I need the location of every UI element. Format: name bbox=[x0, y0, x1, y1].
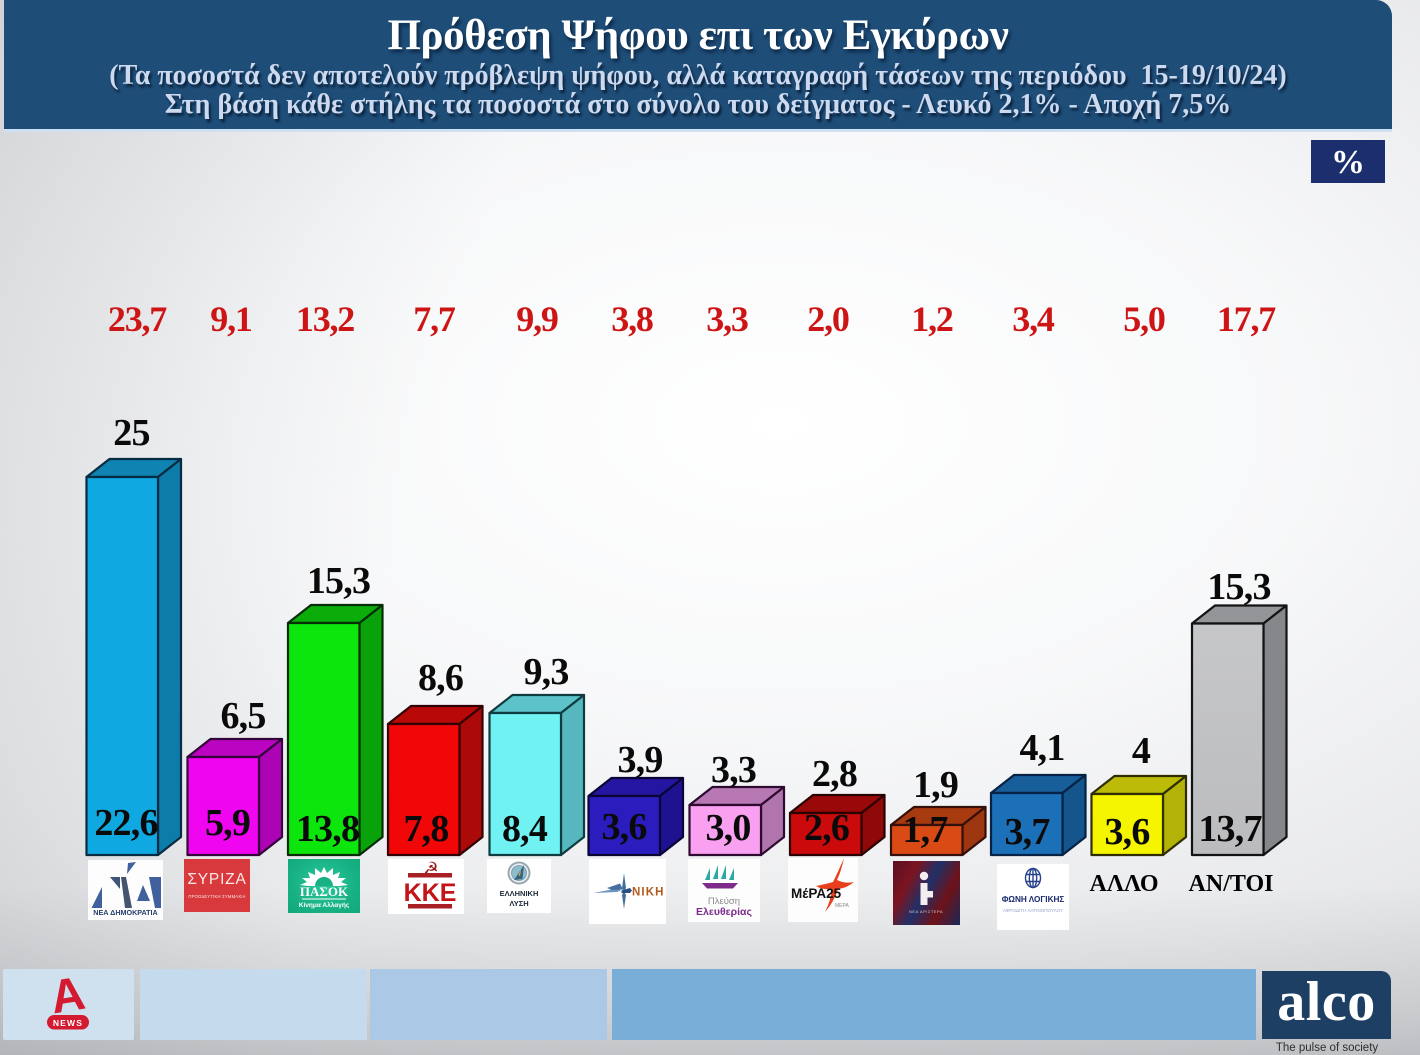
svg-text:KKE: KKE bbox=[404, 879, 457, 907]
svg-text:Ελευθερίας: Ελευθερίας bbox=[696, 906, 752, 918]
svg-text:ΜΕΡΑ: ΜΕΡΑ bbox=[835, 903, 849, 909]
svg-text:ΛΥΣΗ: ΛΥΣΗ bbox=[509, 899, 528, 908]
svg-text:ΠΑΣΟΚ: ΠΑΣΟΚ bbox=[300, 884, 349, 899]
svg-text:A: A bbox=[47, 969, 89, 1023]
svg-text:ΑΦΡΟΔΙΤΗ ΛΑΤΙΝΟΠΟΥΛΟΥ: ΑΦΡΟΔΙΤΗ ΛΑΤΙΝΟΠΟΥΛΟΥ bbox=[1003, 908, 1063, 913]
svg-text:Πλεύση: Πλεύση bbox=[708, 896, 740, 907]
svg-text:ΦΩΝΗ ΛΟΓΙΚΗΣ: ΦΩΝΗ ΛΟΓΙΚΗΣ bbox=[1002, 895, 1065, 904]
svg-text:ΝΙΚΗ: ΝΙΚΗ bbox=[632, 887, 665, 899]
svg-text:ΝΕΑ ΑΡΙΣΤΕΡΑ: ΝΕΑ ΑΡΙΣΤΕΡΑ bbox=[909, 909, 943, 914]
svg-text:NEWS: NEWS bbox=[53, 1018, 83, 1028]
svg-text:Κίνημα Αλλαγής: Κίνημα Αλλαγής bbox=[299, 901, 350, 909]
svg-text:ΝΕΑ ΔΗΜΟΚΡΑΤΙΑ: ΝΕΑ ΔΗΜΟΚΡΑΤΙΑ bbox=[93, 908, 157, 917]
svg-text:ΕΛΛΗΝΙΚΗ: ΕΛΛΗΝΙΚΗ bbox=[500, 889, 539, 898]
svg-text:ΜέΡΑ25: ΜέΡΑ25 bbox=[791, 886, 842, 901]
